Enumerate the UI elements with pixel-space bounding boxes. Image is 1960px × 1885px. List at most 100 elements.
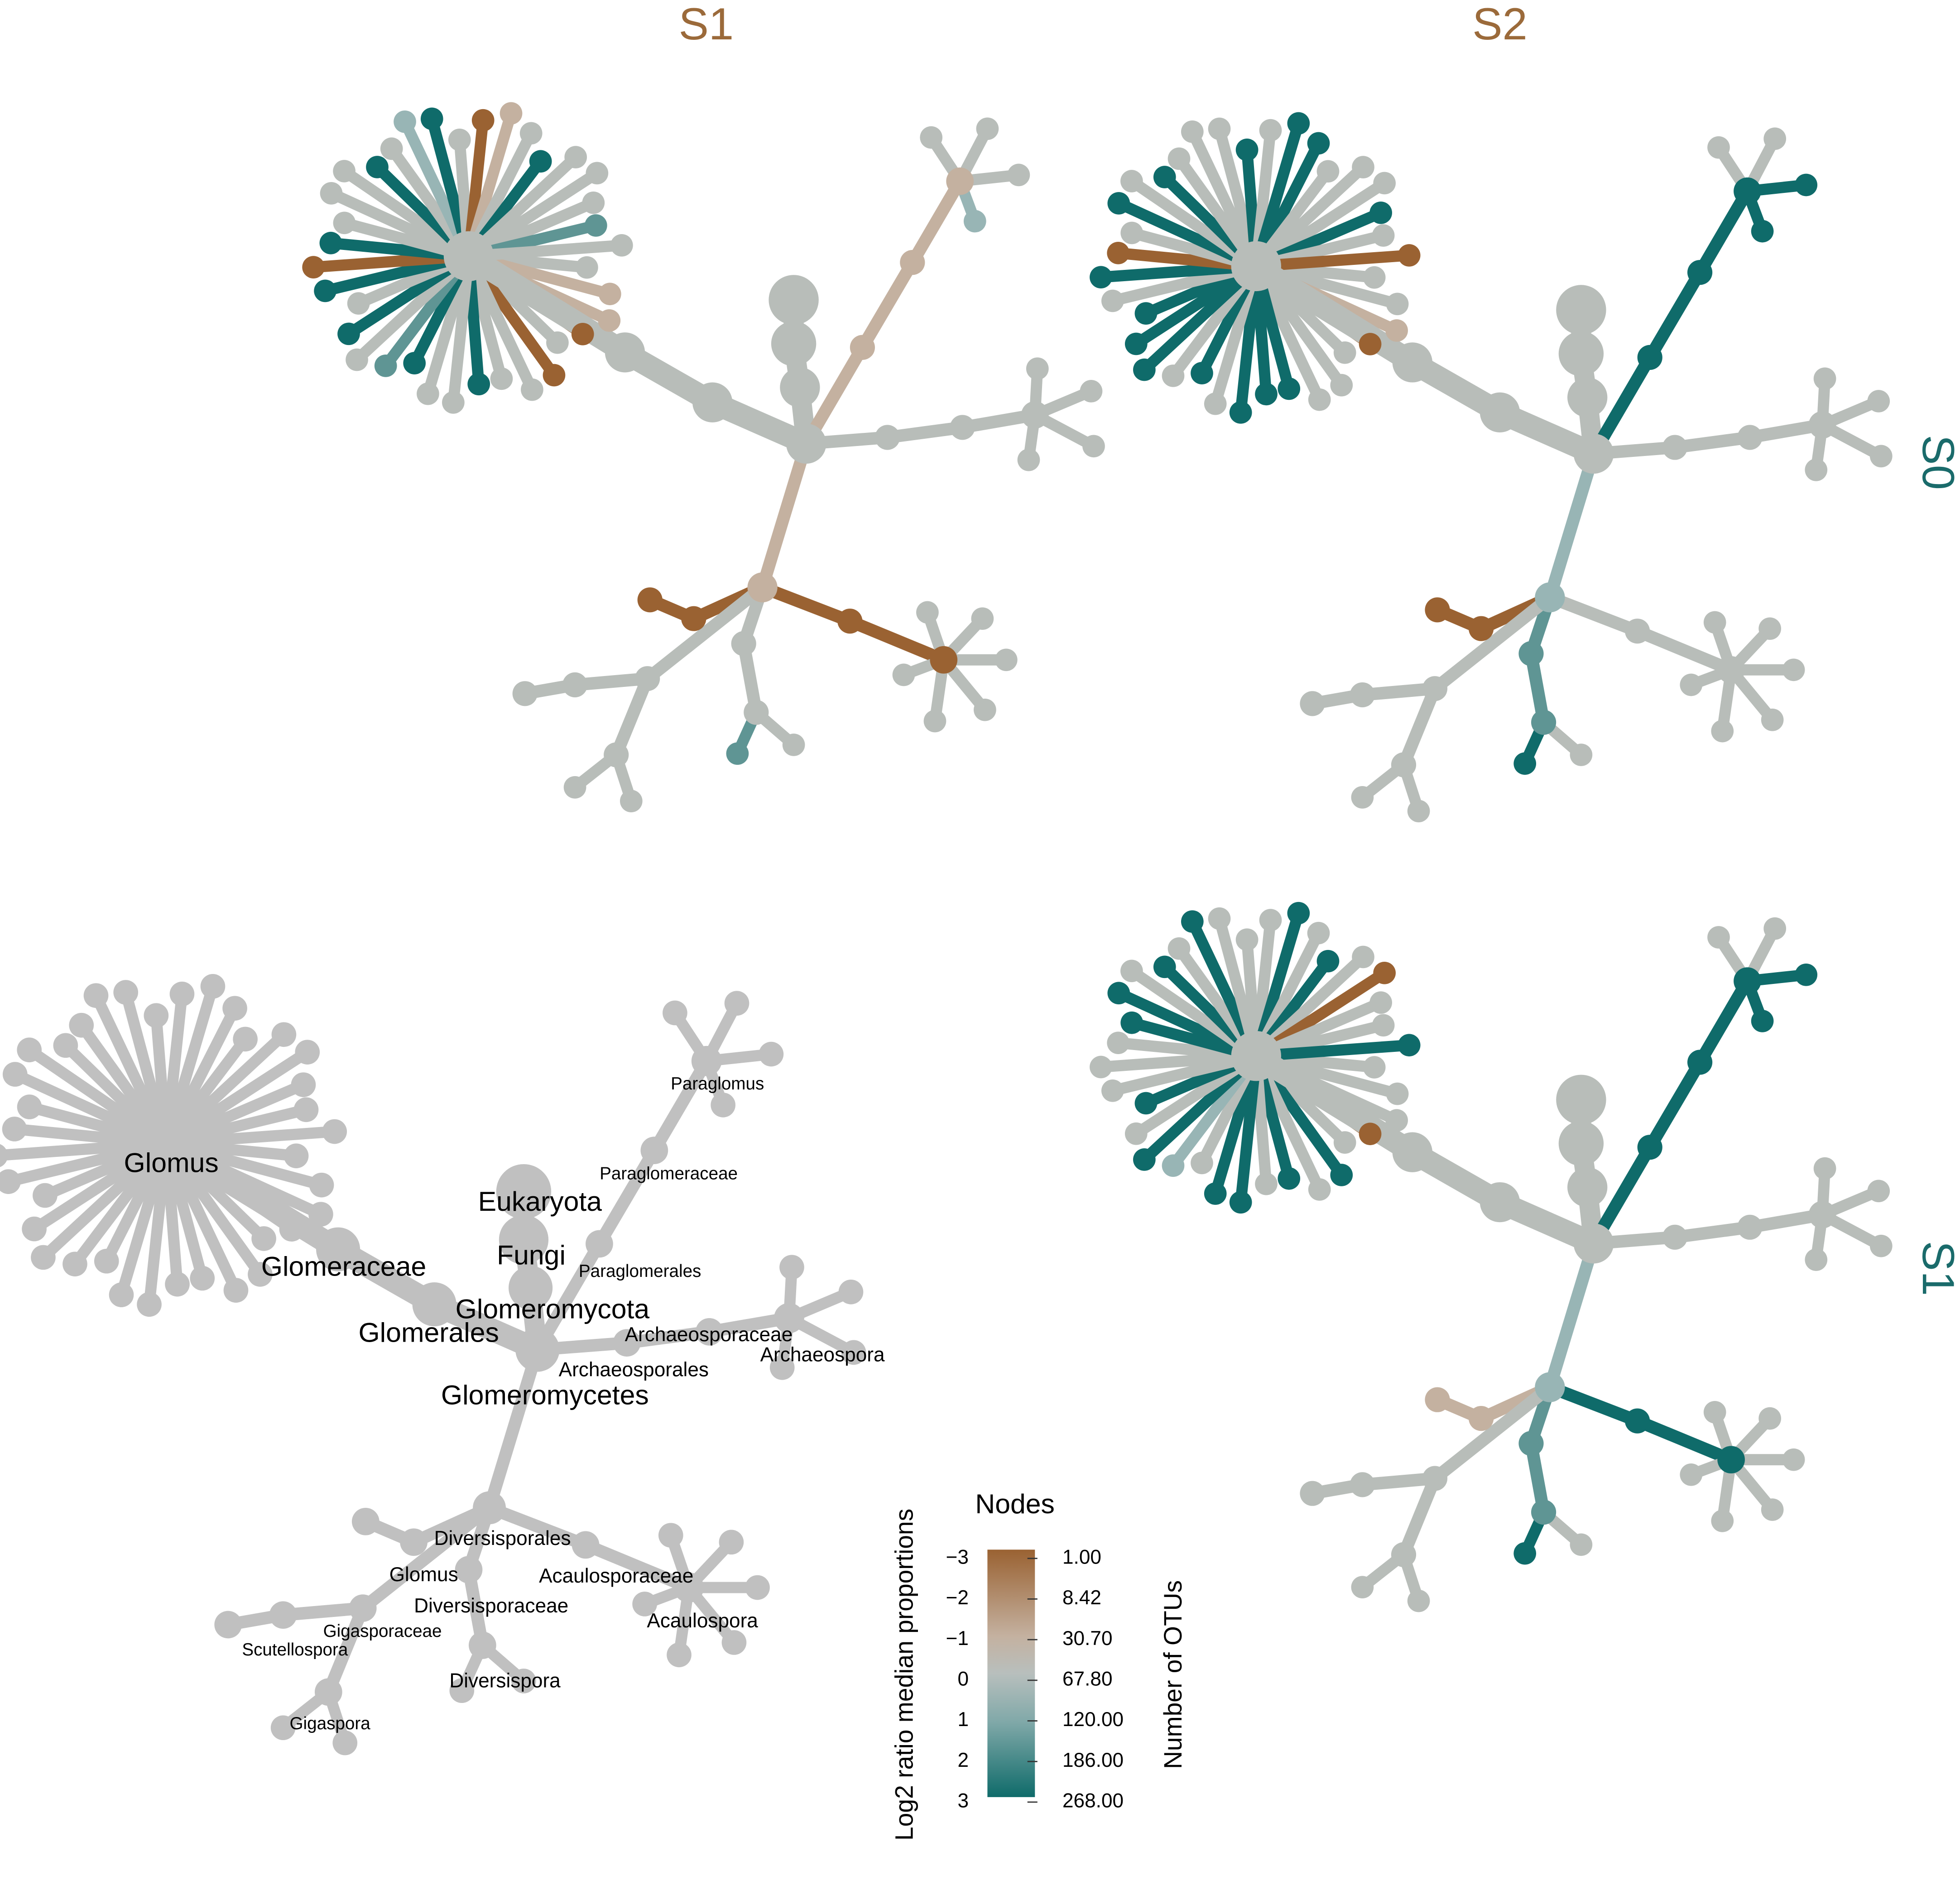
taxon-label: Diversispora bbox=[449, 1670, 561, 1692]
node bbox=[1101, 289, 1124, 312]
column-header: S2 bbox=[1472, 0, 1528, 49]
node bbox=[1082, 435, 1105, 458]
node bbox=[692, 382, 733, 422]
node bbox=[1758, 617, 1781, 640]
node bbox=[1711, 719, 1734, 743]
node bbox=[1758, 1407, 1781, 1430]
node bbox=[1316, 950, 1340, 973]
node bbox=[521, 378, 543, 401]
node bbox=[1391, 1542, 1417, 1568]
taxon-label: Paraglomus bbox=[671, 1074, 764, 1094]
color-axis-label: Log2 ratio median proportions bbox=[890, 1509, 918, 1841]
node bbox=[519, 122, 543, 145]
node bbox=[850, 335, 875, 360]
node bbox=[1167, 147, 1191, 170]
node bbox=[1703, 611, 1726, 634]
edge bbox=[620, 1325, 716, 1349]
edge bbox=[1428, 1381, 1556, 1485]
node bbox=[1350, 682, 1375, 708]
node bbox=[731, 631, 756, 656]
node bbox=[165, 1271, 190, 1297]
node bbox=[1107, 242, 1130, 264]
node bbox=[974, 698, 996, 721]
node bbox=[1229, 401, 1252, 424]
node bbox=[190, 1266, 215, 1291]
node bbox=[1120, 959, 1143, 983]
node bbox=[1737, 425, 1763, 450]
node bbox=[1101, 1079, 1124, 1102]
heat-tree bbox=[302, 102, 1105, 812]
edge bbox=[483, 1501, 592, 1551]
node bbox=[1363, 1056, 1386, 1079]
node bbox=[1518, 1431, 1544, 1456]
node bbox=[314, 1678, 342, 1706]
taxon-label: Archaeosporaceae bbox=[625, 1324, 793, 1346]
node bbox=[667, 1642, 692, 1668]
color-bar bbox=[987, 1549, 1035, 1797]
node bbox=[572, 1531, 600, 1559]
heat-tree bbox=[1090, 112, 1893, 823]
node bbox=[302, 256, 325, 278]
node bbox=[1813, 367, 1836, 390]
node bbox=[920, 126, 943, 149]
node bbox=[1556, 285, 1606, 335]
node bbox=[509, 1266, 553, 1310]
node bbox=[1570, 743, 1593, 766]
node bbox=[571, 322, 594, 345]
node bbox=[322, 1119, 347, 1144]
edge bbox=[1693, 185, 1754, 279]
node bbox=[1134, 302, 1158, 325]
node bbox=[620, 790, 643, 812]
node bbox=[1795, 173, 1818, 197]
edge bbox=[593, 1144, 661, 1250]
size-tick-label: 1.00 bbox=[1062, 1546, 1101, 1568]
node bbox=[759, 1041, 784, 1067]
node bbox=[1392, 1132, 1432, 1172]
node bbox=[1287, 112, 1310, 135]
node bbox=[769, 1355, 795, 1380]
node bbox=[1191, 1151, 1213, 1175]
node bbox=[1398, 1034, 1421, 1057]
edge bbox=[856, 256, 919, 354]
node bbox=[786, 423, 826, 464]
node bbox=[1017, 448, 1040, 471]
node bbox=[53, 1033, 78, 1058]
node bbox=[1316, 160, 1340, 183]
node bbox=[471, 109, 495, 132]
node bbox=[1392, 342, 1432, 383]
node bbox=[349, 1594, 377, 1622]
taxon-label: Glomus bbox=[389, 1564, 458, 1586]
node bbox=[1737, 1214, 1763, 1240]
node bbox=[1255, 1172, 1278, 1195]
node bbox=[319, 231, 342, 254]
node bbox=[333, 160, 355, 182]
node bbox=[598, 283, 621, 306]
node bbox=[994, 648, 1018, 672]
node bbox=[469, 1631, 496, 1659]
node bbox=[598, 309, 621, 332]
node bbox=[1208, 907, 1231, 930]
edge bbox=[356, 1501, 496, 1615]
node bbox=[605, 332, 645, 373]
size-tick-label: 67.80 bbox=[1062, 1668, 1113, 1690]
edge bbox=[155, 1132, 350, 1261]
node bbox=[22, 1216, 47, 1242]
node bbox=[586, 162, 609, 185]
node bbox=[773, 1303, 804, 1333]
node bbox=[455, 1556, 483, 1583]
node bbox=[442, 391, 465, 414]
color-tick-label: −2 bbox=[946, 1587, 969, 1609]
node bbox=[1535, 582, 1565, 613]
node bbox=[1535, 1372, 1565, 1402]
node bbox=[1867, 1180, 1890, 1203]
node bbox=[1007, 163, 1030, 187]
node bbox=[144, 1003, 169, 1028]
node bbox=[62, 1252, 87, 1277]
node bbox=[1385, 319, 1408, 342]
node bbox=[403, 352, 426, 374]
size-axis-label: Number of OTUs bbox=[1159, 1580, 1187, 1769]
node bbox=[1805, 1248, 1828, 1271]
node bbox=[1637, 345, 1662, 370]
node bbox=[1080, 380, 1103, 403]
